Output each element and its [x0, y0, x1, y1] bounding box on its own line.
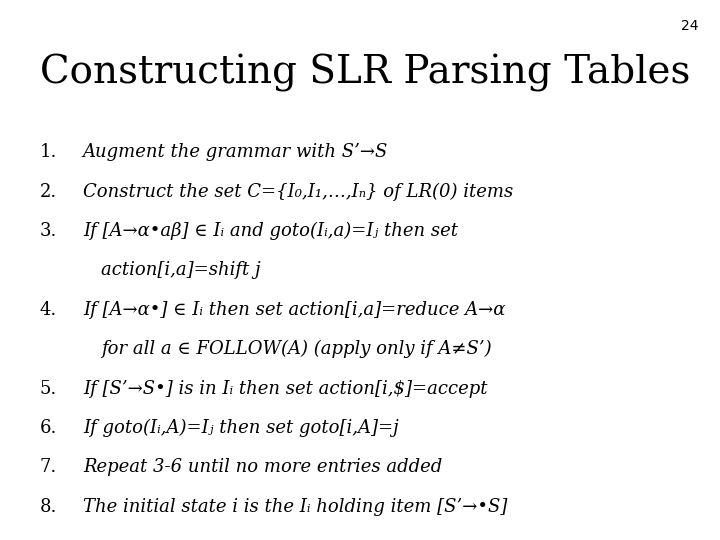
Text: 2.: 2. [40, 183, 57, 200]
Text: action[i,a]=shift j: action[i,a]=shift j [101, 261, 261, 279]
Text: If [S’→S•] is in Iᵢ then set action[i,$]=accept: If [S’→S•] is in Iᵢ then set action[i,$]… [83, 380, 487, 397]
Text: 6.: 6. [40, 419, 57, 437]
Text: 1.: 1. [40, 143, 57, 161]
Text: The initial state i is the Iᵢ holding item [S’→•S]: The initial state i is the Iᵢ holding it… [83, 498, 507, 516]
Text: 4.: 4. [40, 301, 57, 319]
Text: 24: 24 [681, 19, 698, 33]
Text: 8.: 8. [40, 498, 57, 516]
Text: 3.: 3. [40, 222, 57, 240]
Text: Repeat 3-6 until no more entries added: Repeat 3-6 until no more entries added [83, 458, 442, 476]
Text: Constructing SLR Parsing Tables: Constructing SLR Parsing Tables [40, 54, 690, 92]
Text: If goto(Iᵢ,A)=Iⱼ then set goto[i,A]=j: If goto(Iᵢ,A)=Iⱼ then set goto[i,A]=j [83, 419, 399, 437]
Text: If [A→α•aβ] ∈ Iᵢ and goto(Iᵢ,a)=Iⱼ then set: If [A→α•aβ] ∈ Iᵢ and goto(Iᵢ,a)=Iⱼ then … [83, 222, 458, 240]
Text: Augment the grammar with S’→S: Augment the grammar with S’→S [83, 143, 388, 161]
Text: 7.: 7. [40, 458, 57, 476]
Text: If [A→α•] ∈ Iᵢ then set action[i,a]=reduce A→α: If [A→α•] ∈ Iᵢ then set action[i,a]=redu… [83, 301, 505, 319]
Text: 5.: 5. [40, 380, 57, 397]
Text: for all a ∈ FOLLOW(A) (apply only if A≠S’): for all a ∈ FOLLOW(A) (apply only if A≠S… [101, 340, 492, 359]
Text: Construct the set C={I₀,I₁,…,Iₙ} of LR(0) items: Construct the set C={I₀,I₁,…,Iₙ} of LR(0… [83, 183, 513, 201]
